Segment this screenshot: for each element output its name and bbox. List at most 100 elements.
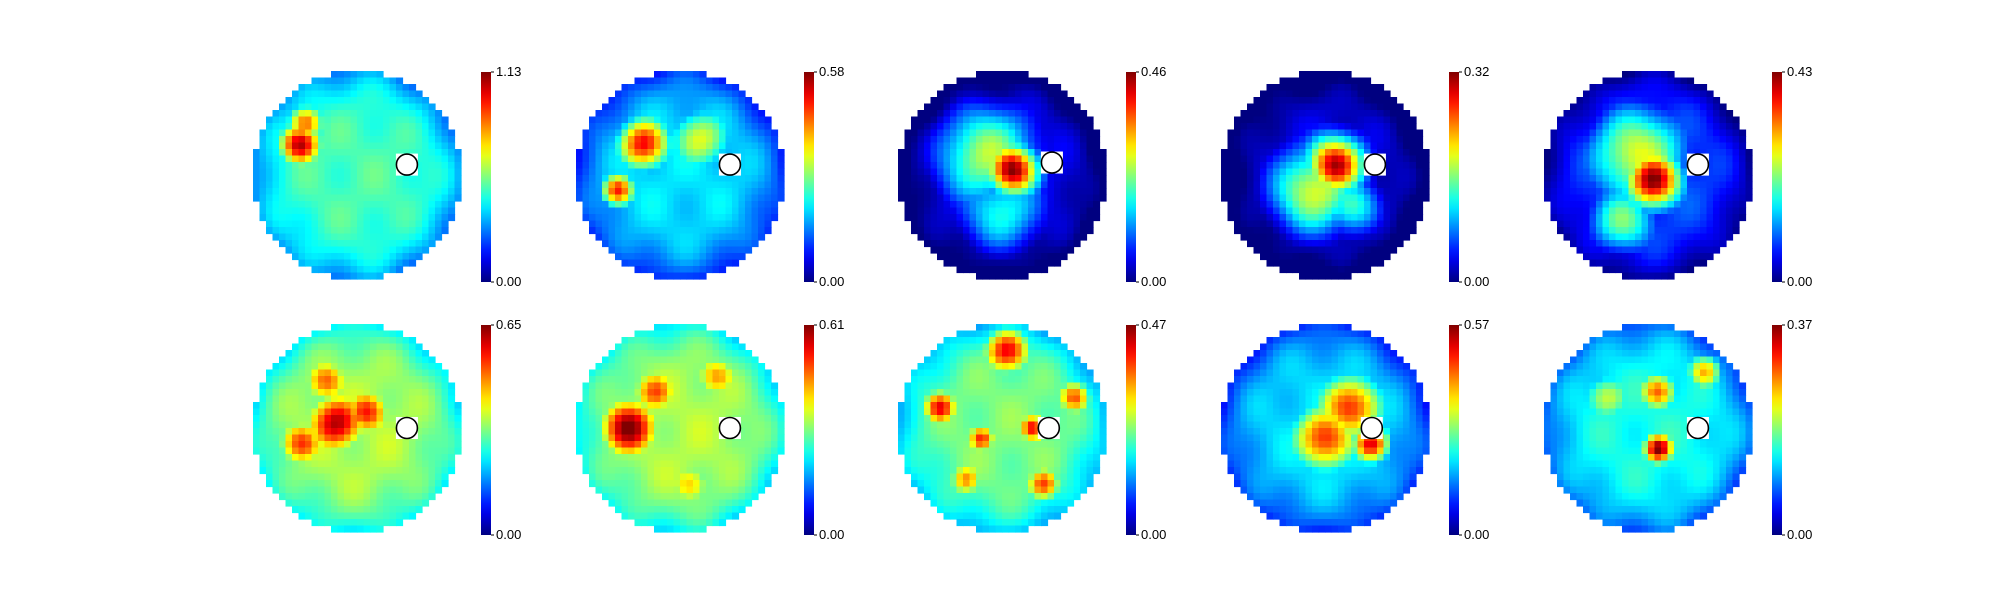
heatmap-cell [621,253,629,261]
heatmap-cell [641,181,649,189]
heatmap-cell [1331,220,1339,228]
heatmap-cell [654,207,662,215]
heatmap-cell [582,162,590,170]
heatmap-cell [673,129,681,137]
heatmap-cell [1370,136,1378,144]
heatmap-cell [1034,246,1042,254]
heatmap-cell [396,175,404,183]
heatmap-cell [706,175,714,183]
heatmap-cell [363,188,371,196]
heatmap-cell [337,408,345,416]
heatmap-cell [435,376,443,384]
heatmap-cell [409,356,417,364]
heatmap-cell [279,395,287,403]
heatmap-cell [1253,181,1261,189]
heatmap-cell [1357,233,1365,241]
heatmap-cell [1557,116,1565,124]
heatmap-cell [719,188,727,196]
heatmap-cell [751,175,759,183]
heatmap-cell [654,110,662,118]
heatmap-cell [285,460,293,468]
heatmap-cell [725,110,733,118]
heatmap-cell [1318,233,1326,241]
heatmap-cell [621,84,629,92]
heatmap-cell [1312,90,1320,98]
heatmap-cell [943,97,951,105]
heatmap-cell [1622,240,1630,248]
heatmap-cell [898,181,906,189]
heatmap-cell [1726,110,1734,118]
heatmap-cell [654,266,662,274]
heatmap-cell [1253,97,1261,105]
heatmap-cell [745,233,753,241]
heatmap-cell [1602,220,1610,228]
heatmap-cell [1706,181,1714,189]
heatmap-cell [621,162,629,170]
heatmap-cell [389,97,397,105]
heatmap-cell [1273,149,1281,157]
heatmap-cell [376,525,384,533]
heatmap-cell [621,240,629,248]
heatmap-cell [1667,168,1675,176]
heatmap-cell [1034,90,1042,98]
heatmap-cell [383,408,391,416]
heatmap-cell [712,155,720,163]
heatmap-cell [1648,272,1656,280]
heatmap-cell [995,227,1003,235]
heatmap-cell [989,266,997,274]
heatmap-cell [311,447,319,455]
heatmap-cell [1351,129,1359,137]
heatmap-cell [745,201,753,209]
heatmap-cell [285,350,293,358]
heatmap-cell [1312,142,1320,150]
heatmap-cell [595,441,603,449]
heatmap-cell [621,155,629,163]
heatmap-cell [292,90,300,98]
heatmap-cell [331,350,339,358]
heatmap-cell [693,71,701,79]
heatmap-cell [1344,136,1352,144]
heatmap-cell [363,499,371,507]
heatmap-cell [1015,136,1023,144]
heatmap-cell [1364,240,1372,248]
heatmap-cell [279,363,287,371]
heatmap-cell [1726,168,1734,176]
heatmap-cell [641,266,649,274]
heatmap-cell [337,434,345,442]
heatmap-cell [357,227,365,235]
heatmap-cell [1622,227,1630,235]
heatmap-cell [1557,155,1565,163]
heatmap-cell [1344,266,1352,274]
heatmap-cell [1344,71,1352,79]
heatmap-cell [1299,266,1307,274]
heatmap-cell [950,84,958,92]
heatmap-cell [1351,233,1359,241]
heatmap-cell [285,129,293,137]
heatmap-cell [253,155,261,163]
heatmap-cell [259,181,267,189]
heatmap-cell [311,149,319,157]
heatmap-cell [995,142,1003,150]
heatmap-cell [305,253,313,261]
heatmap-cell [582,188,590,196]
heatmap-cell [1693,220,1701,228]
heatmap-cell [1227,201,1235,209]
heatmap-cell [751,110,759,118]
heatmap-cell [615,194,623,202]
heatmap-cell [1700,227,1708,235]
heatmap-cell [1331,253,1339,261]
heatmap-cell [1344,220,1352,228]
heatmap-cell [428,454,436,462]
heatmap-cell [1331,175,1339,183]
heatmap-cell [1713,233,1721,241]
heatmap-cell [943,155,951,163]
heatmap-cell [402,493,410,501]
heatmap-cell [1221,168,1229,176]
heatmap-cell [383,356,391,364]
heatmap-cell [1325,175,1333,183]
heatmap-cell [1312,97,1320,105]
heatmap-cell [1015,201,1023,209]
heatmap-cell [1661,149,1669,157]
heatmap-cell [272,408,280,416]
heatmap-cell [1700,214,1708,222]
